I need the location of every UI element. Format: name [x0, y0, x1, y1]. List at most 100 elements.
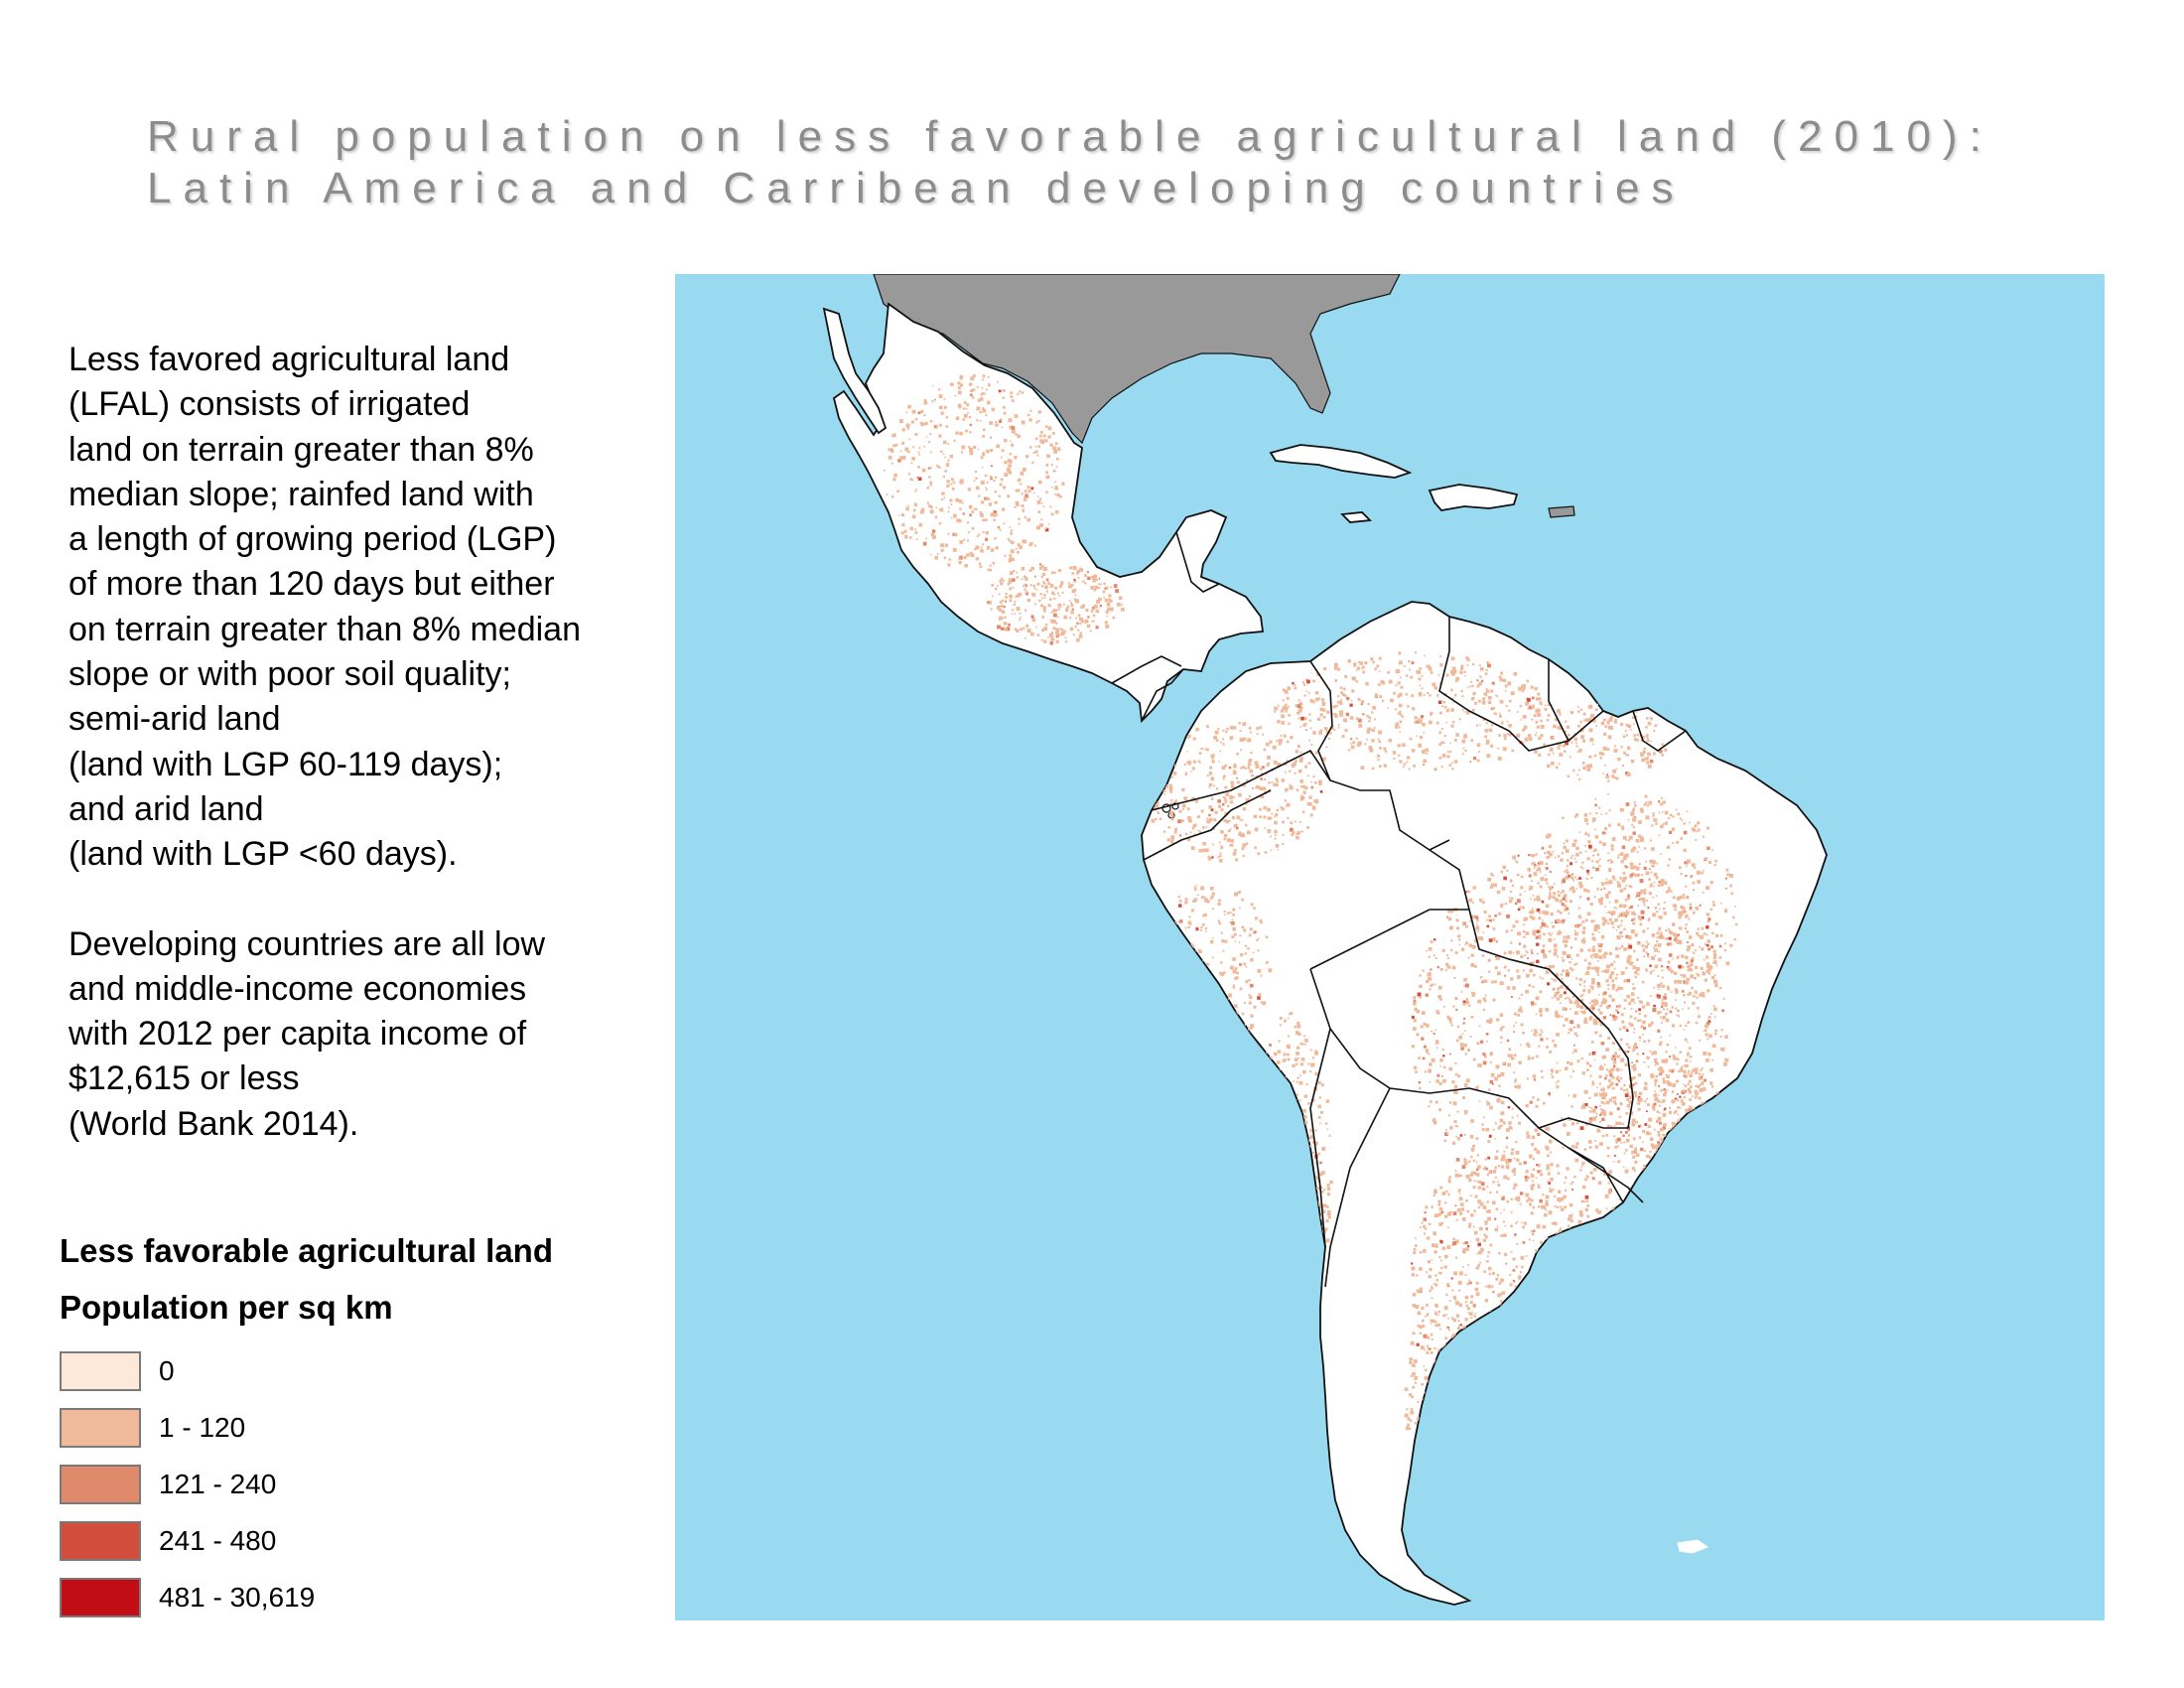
- lfal-speckle: [1492, 874, 1495, 877]
- lfal-speckle: [1631, 867, 1634, 870]
- lfal-speckle: [1433, 938, 1436, 941]
- lfal-speckle: [959, 376, 963, 380]
- lfal-speckle: [1462, 747, 1465, 750]
- lfal-speckle: [1230, 912, 1233, 914]
- lfal-speckle: [1560, 1196, 1564, 1201]
- lfal-speckle: [987, 383, 991, 387]
- lfal-speckle: [1224, 811, 1228, 816]
- lfal-speckle: [1438, 1108, 1441, 1112]
- lfal-speckle: [1321, 1209, 1326, 1214]
- lfal-speckle: [994, 500, 998, 504]
- lfal-speckle: [1624, 1093, 1629, 1097]
- lfal-speckle: [1627, 839, 1630, 842]
- lfal-speckle: [967, 488, 971, 492]
- lfal-speckle: [1604, 881, 1608, 885]
- lfal-speckle: [997, 525, 1000, 528]
- lfal-speckle: [1353, 665, 1356, 668]
- lfal-speckle: [1447, 1180, 1451, 1184]
- lfal-speckle: [1508, 1121, 1512, 1125]
- lfal-speckle: [1638, 941, 1640, 943]
- lfal-speckle: [1002, 389, 1005, 392]
- lfal-speckle: [1034, 544, 1036, 547]
- lfal-speckle: [1623, 887, 1626, 891]
- lfal-speckle: [920, 410, 924, 413]
- lfal-speckle: [1170, 835, 1175, 840]
- lfal-speckle: [897, 514, 900, 516]
- lfal-speckle: [1531, 1004, 1534, 1007]
- lfal-speckle: [1011, 443, 1015, 447]
- lfal-speckle: [1244, 823, 1248, 827]
- lfal-speckle: [1358, 723, 1363, 728]
- lfal-speckle: [1435, 1278, 1438, 1282]
- lfal-speckle: [1192, 737, 1196, 741]
- lfal-speckle: [1720, 1029, 1723, 1032]
- lfal-speckle: [1497, 1165, 1500, 1168]
- lfal-speckle: [1491, 980, 1494, 984]
- lfal-speckle: [1462, 1000, 1466, 1004]
- lfal-speckle: [1569, 888, 1571, 890]
- lfal-speckle: [1173, 800, 1176, 803]
- lfal-speckle: [989, 568, 993, 572]
- lfal-speckle: [1263, 815, 1267, 819]
- lfal-speckle: [912, 446, 915, 449]
- lfal-speckle: [1585, 1175, 1588, 1178]
- lfal-speckle: [1647, 1124, 1651, 1128]
- lfal-speckle: [1507, 681, 1512, 686]
- lfal-speckle: [1324, 1227, 1328, 1231]
- lfal-speckle: [1214, 730, 1219, 735]
- lfal-speckle: [1248, 979, 1251, 982]
- lfal-speckle: [1635, 1047, 1638, 1050]
- lfal-speckle: [969, 423, 972, 426]
- lfal-speckle: [1473, 1315, 1476, 1318]
- lfal-speckle: [969, 451, 974, 456]
- lfal-speckle: [1578, 896, 1582, 899]
- lfal-speckle: [970, 553, 975, 558]
- lfal-speckle: [1524, 954, 1527, 957]
- lfal-speckle: [1274, 815, 1276, 818]
- lfal-speckle: [1303, 765, 1307, 769]
- lfal-speckle: [1027, 413, 1030, 417]
- lfal-speckle: [1534, 1030, 1538, 1034]
- lfal-speckle: [1466, 1282, 1470, 1286]
- lfal-speckle: [959, 507, 962, 510]
- lfal-speckle: [1463, 734, 1467, 739]
- lfal-speckle: [1553, 951, 1558, 956]
- lfal-speckle: [1638, 834, 1642, 838]
- lfal-speckle: [1650, 1021, 1654, 1025]
- lfal-speckle: [1671, 1099, 1676, 1104]
- lfal-speckle: [1319, 729, 1323, 733]
- lfal-speckle: [1668, 817, 1671, 820]
- lfal-speckle: [1431, 1287, 1433, 1290]
- lfal-speckle: [1652, 1008, 1657, 1013]
- lfal-speckle: [1715, 961, 1717, 963]
- lfal-speckle: [1539, 925, 1543, 929]
- lfal-speckle: [1645, 861, 1647, 863]
- lfal-speckle: [1611, 987, 1615, 990]
- lfal-speckle: [1077, 577, 1080, 579]
- lfal-speckle: [1491, 724, 1494, 727]
- lfal-speckle: [1641, 943, 1645, 947]
- lfal-speckle: [1372, 660, 1375, 664]
- lfal-speckle: [1429, 1289, 1432, 1293]
- lfal-speckle: [1595, 860, 1599, 864]
- lfal-speckle: [981, 500, 985, 504]
- lfal-speckle: [1597, 948, 1602, 953]
- lfal-speckle: [1620, 923, 1623, 926]
- lfal-speckle: [1545, 1195, 1550, 1199]
- lfal-speckle: [1621, 827, 1625, 831]
- lfal-speckle: [1579, 916, 1582, 919]
- lfal-speckle: [1417, 1324, 1421, 1328]
- lfal-speckle: [1525, 1170, 1529, 1174]
- lfal-speckle: [1232, 984, 1235, 987]
- lfal-speckle: [1615, 1138, 1619, 1143]
- lfal-speckle: [1694, 867, 1697, 870]
- lfal-speckle: [1548, 965, 1552, 969]
- lfal-speckle: [1279, 1060, 1281, 1062]
- lfal-speckle: [976, 385, 979, 388]
- lfal-speckle: [1451, 1080, 1455, 1084]
- lfal-speckle: [1574, 1011, 1578, 1016]
- lfal-speckle: [952, 547, 957, 552]
- lfal-speckle: [1040, 431, 1043, 434]
- lfal-speckle: [1055, 628, 1060, 633]
- lfal-speckle: [1478, 751, 1480, 753]
